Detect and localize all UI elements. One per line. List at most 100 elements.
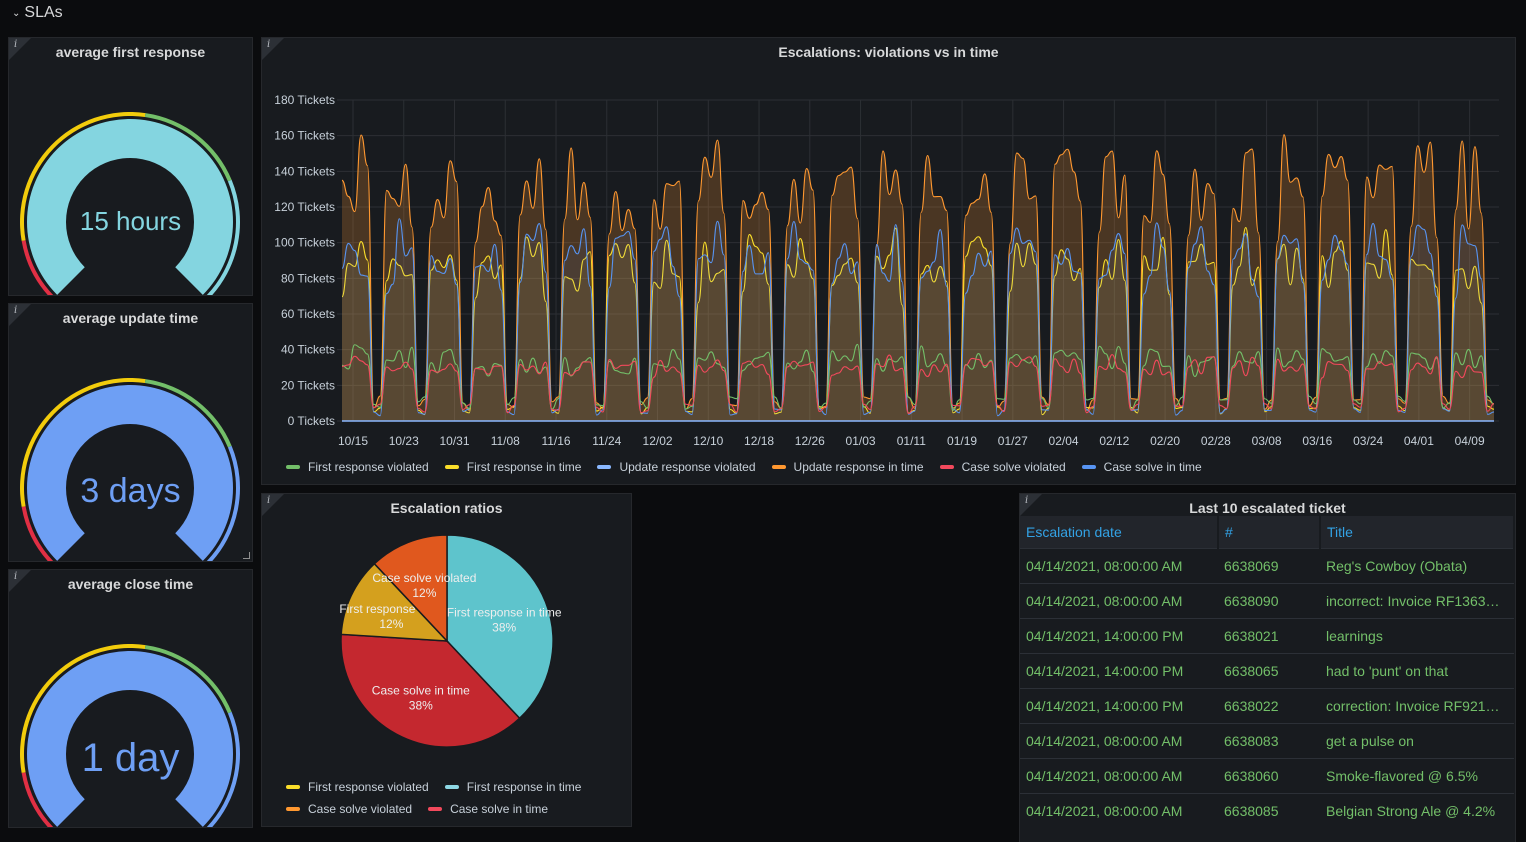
series-line bbox=[341, 354, 1495, 415]
x-tick-label: 01/27 bbox=[998, 434, 1028, 448]
x-tick-label: 02/12 bbox=[1099, 434, 1129, 448]
resize-handle-icon[interactable] bbox=[243, 552, 250, 559]
cell-number: 6638069 bbox=[1218, 548, 1320, 584]
cell-date: 04/14/2021, 14:00:00 PM bbox=[1020, 653, 1218, 689]
pie-slice-pct: 38% bbox=[409, 699, 433, 713]
timeseries-panel-escalations[interactable]: i Escalations: violations vs in time 180… bbox=[261, 37, 1516, 485]
gauge-panel-update-time[interactable]: i average update time 3 days bbox=[8, 303, 253, 562]
chevron-down-icon[interactable]: ⌄ bbox=[12, 7, 21, 19]
info-icon[interactable]: i bbox=[262, 38, 284, 60]
cell-title: Belgian Strong Ale @ 4.2% bbox=[1320, 793, 1514, 828]
legend-item[interactable]: First response violated bbox=[286, 776, 429, 798]
pie-slice-pct: 12% bbox=[412, 586, 436, 600]
legend-item[interactable]: First response violated bbox=[286, 456, 429, 478]
panel-title: Escalation ratios bbox=[390, 500, 503, 516]
table-row[interactable]: 04/14/2021, 08:00:00 AM 6638060 Smoke-flav… bbox=[1020, 758, 1514, 794]
legend-label: Update response violated bbox=[619, 460, 756, 474]
cell-date: 04/14/2021, 14:00:00 PM bbox=[1020, 618, 1218, 654]
table-row[interactable]: 04/14/2021, 14:00:00 PM 6638021 learnings bbox=[1020, 618, 1514, 654]
legend-item[interactable]: Update response in time bbox=[771, 456, 924, 478]
legend-item[interactable]: First response in time bbox=[444, 776, 582, 798]
cell-title: incorrect: Invoice RF1363… bbox=[1320, 583, 1514, 619]
legend-label: First response in time bbox=[466, 780, 582, 794]
legend-item[interactable]: First response in time bbox=[444, 456, 581, 478]
info-icon[interactable]: i bbox=[262, 494, 284, 516]
legend-item[interactable]: Case solve in time bbox=[1081, 456, 1202, 478]
x-tick-label: 03/16 bbox=[1302, 434, 1332, 448]
column-header-number[interactable]: # bbox=[1218, 516, 1321, 549]
gauge-value-band bbox=[26, 385, 233, 561]
legend-item[interactable]: Case solve in time bbox=[428, 798, 548, 820]
pie-legend: First response violated First response in… bbox=[286, 776, 616, 820]
table-row[interactable]: 04/14/2021, 08:00:00 AM 6638090 incorrect:… bbox=[1020, 583, 1514, 619]
panel-title: average update time bbox=[62, 310, 199, 326]
info-icon[interactable]: i bbox=[9, 304, 31, 326]
table-row[interactable]: 04/14/2021, 14:00:00 PM 6638065 had to 'pu… bbox=[1020, 653, 1514, 689]
legend-item[interactable]: Case solve violated bbox=[939, 456, 1066, 478]
cell-number: 6638090 bbox=[1218, 583, 1320, 619]
legend-swatch bbox=[771, 465, 786, 469]
legend-item[interactable]: Update response violated bbox=[597, 456, 756, 478]
gauge-panel-first-response[interactable]: i average first response 15 hours bbox=[8, 37, 253, 296]
y-tick-label: 40 Tickets bbox=[281, 343, 335, 357]
x-tick-label: 12/10 bbox=[693, 434, 723, 448]
table-panel-last-tickets[interactable]: i Last 10 escalated ticket Escalation da… bbox=[1019, 493, 1516, 842]
info-icon[interactable]: i bbox=[1020, 494, 1042, 516]
cell-number: 6638060 bbox=[1218, 758, 1320, 794]
legend-label: Case solve violated bbox=[308, 802, 413, 816]
cell-number: 6638083 bbox=[1218, 723, 1320, 759]
legend-swatch bbox=[286, 807, 300, 811]
legend-swatch bbox=[597, 465, 612, 469]
legend-swatch bbox=[286, 465, 300, 469]
table-row[interactable]: 04/14/2021, 08:00:00 AM 6638083 get a puls… bbox=[1020, 723, 1514, 759]
legend-swatch bbox=[444, 785, 459, 789]
cell-date: 04/14/2021, 14:00:00 PM bbox=[1020, 688, 1218, 724]
table-row[interactable]: 04/14/2021, 08:00:00 AM 6638085 Belgian St… bbox=[1020, 793, 1514, 828]
x-tick-label: 10/15 bbox=[338, 434, 368, 448]
cell-date: 04/14/2021, 08:00:00 AM bbox=[1020, 793, 1218, 828]
x-tick-label: 10/31 bbox=[439, 434, 469, 448]
x-tick-label: 04/01 bbox=[1404, 434, 1434, 448]
gauge-value-band bbox=[26, 119, 233, 295]
table-header-row: Escalation date # Title bbox=[1020, 516, 1515, 549]
column-header-date[interactable]: Escalation date bbox=[1020, 516, 1219, 549]
timeseries-chart[interactable]: 180 Tickets 160 Tickets 140 Tickets 120 Tic… bbox=[262, 38, 1515, 448]
pie-slice-pct: 38% bbox=[492, 620, 516, 634]
table-row[interactable]: 04/14/2021, 14:00:00 PM 6638022 correction… bbox=[1020, 688, 1514, 724]
table-row[interactable]: 04/14/2021, 08:00:00 AM 6638069 Reg's Cowb… bbox=[1020, 548, 1514, 584]
x-tick-label: 11/16 bbox=[541, 434, 570, 448]
cell-title: learnings bbox=[1320, 618, 1514, 654]
cell-date: 04/14/2021, 08:00:00 AM bbox=[1020, 723, 1218, 759]
x-tick-label: 01/11 bbox=[897, 434, 926, 448]
x-tick-label: 12/26 bbox=[795, 434, 825, 448]
x-tick-label: 11/08 bbox=[491, 434, 520, 448]
legend-item[interactable]: Case solve violated bbox=[286, 798, 412, 820]
gauge-panel-close-time[interactable]: i average close time 1 day bbox=[8, 569, 253, 828]
legend-swatch bbox=[286, 785, 300, 789]
pie-panel-escalation-ratios[interactable]: i Escalation ratios First response in ti… bbox=[261, 493, 632, 827]
panel-title: Escalations: violations vs in time bbox=[778, 44, 999, 60]
legend-swatch bbox=[428, 807, 443, 811]
timeseries-legend: First response violated First response in… bbox=[286, 456, 1218, 478]
legend-swatch bbox=[444, 465, 459, 469]
pie-slice-label: First response in time bbox=[447, 605, 562, 619]
pie-slice bbox=[340, 633, 521, 748]
cell-title: correction: Invoice RF921… bbox=[1320, 688, 1514, 724]
gauge-chart bbox=[19, 112, 241, 295]
column-header-title[interactable]: Title bbox=[1320, 516, 1515, 549]
threshold-band bbox=[21, 240, 54, 295]
cell-title: had to 'punt' on that bbox=[1320, 653, 1514, 689]
x-tick-label: 12/18 bbox=[744, 434, 774, 448]
x-tick-label: 02/28 bbox=[1201, 434, 1231, 448]
pie-slice bbox=[340, 562, 449, 642]
y-tick-label: 60 Tickets bbox=[281, 307, 335, 321]
y-tick-label: 120 Tickets bbox=[274, 200, 335, 214]
info-icon[interactable]: i bbox=[9, 38, 31, 60]
y-tick-label: 180 Tickets bbox=[274, 93, 335, 107]
info-icon[interactable]: i bbox=[9, 570, 31, 592]
y-tick-label: 0 Tickets bbox=[288, 414, 335, 428]
row-header-slas[interactable]: ⌄ SLAs bbox=[12, 4, 63, 22]
gauge-chart bbox=[19, 644, 241, 827]
cell-date: 04/14/2021, 08:00:00 AM bbox=[1020, 548, 1218, 584]
